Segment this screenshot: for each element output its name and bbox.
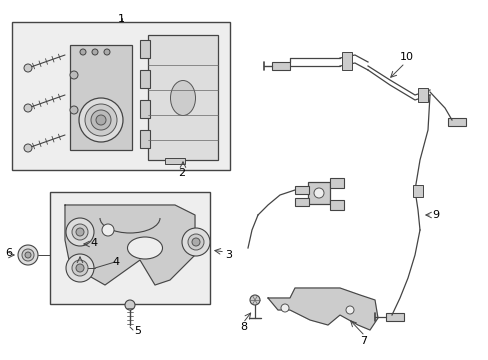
Text: 7: 7 bbox=[359, 336, 366, 346]
Bar bbox=[70, 45, 132, 150]
Circle shape bbox=[18, 245, 38, 265]
Bar bbox=[271, 62, 289, 70]
Circle shape bbox=[346, 306, 353, 314]
Circle shape bbox=[102, 224, 114, 236]
Ellipse shape bbox=[170, 81, 195, 116]
Bar bbox=[140, 70, 150, 88]
Text: 9: 9 bbox=[431, 210, 438, 220]
Bar bbox=[417, 88, 427, 102]
Bar bbox=[164, 158, 184, 164]
Bar bbox=[307, 182, 329, 204]
Text: 3: 3 bbox=[224, 250, 231, 260]
Circle shape bbox=[22, 249, 34, 261]
Bar bbox=[294, 198, 308, 206]
Circle shape bbox=[66, 218, 94, 246]
Circle shape bbox=[24, 64, 32, 72]
Bar bbox=[148, 35, 218, 160]
Bar bbox=[140, 130, 150, 148]
Circle shape bbox=[76, 228, 84, 236]
Circle shape bbox=[80, 49, 86, 55]
Bar bbox=[294, 186, 308, 194]
Circle shape bbox=[281, 304, 288, 312]
Polygon shape bbox=[267, 288, 377, 330]
Circle shape bbox=[91, 110, 111, 130]
Circle shape bbox=[25, 252, 31, 258]
Text: 1: 1 bbox=[118, 14, 125, 24]
Polygon shape bbox=[65, 205, 195, 285]
Text: 10: 10 bbox=[399, 52, 413, 62]
Bar bbox=[329, 200, 343, 210]
Circle shape bbox=[182, 228, 209, 256]
Circle shape bbox=[24, 104, 32, 112]
Text: 4: 4 bbox=[90, 238, 97, 248]
Bar bbox=[329, 178, 343, 188]
Bar bbox=[385, 313, 403, 321]
Bar bbox=[50, 192, 209, 304]
Circle shape bbox=[104, 49, 110, 55]
Circle shape bbox=[187, 234, 203, 250]
Text: 2: 2 bbox=[178, 168, 185, 178]
Circle shape bbox=[249, 295, 260, 305]
Circle shape bbox=[72, 260, 88, 276]
Bar bbox=[140, 40, 150, 58]
Circle shape bbox=[79, 98, 123, 142]
Circle shape bbox=[192, 238, 200, 246]
Circle shape bbox=[70, 106, 78, 114]
Circle shape bbox=[24, 144, 32, 152]
Circle shape bbox=[72, 224, 88, 240]
Circle shape bbox=[92, 49, 98, 55]
Text: 5: 5 bbox=[134, 326, 141, 336]
Bar bbox=[140, 100, 150, 118]
Circle shape bbox=[313, 188, 324, 198]
Circle shape bbox=[66, 254, 94, 282]
Circle shape bbox=[76, 264, 84, 272]
Circle shape bbox=[125, 300, 135, 310]
Text: 8: 8 bbox=[240, 322, 246, 332]
Circle shape bbox=[70, 71, 78, 79]
Circle shape bbox=[96, 115, 106, 125]
Bar bbox=[412, 185, 422, 197]
Text: 6: 6 bbox=[5, 248, 12, 258]
Bar bbox=[447, 118, 465, 126]
Bar bbox=[341, 52, 351, 70]
Bar bbox=[12, 22, 229, 170]
Circle shape bbox=[85, 104, 117, 136]
Ellipse shape bbox=[127, 237, 162, 259]
Text: 4: 4 bbox=[112, 257, 119, 267]
